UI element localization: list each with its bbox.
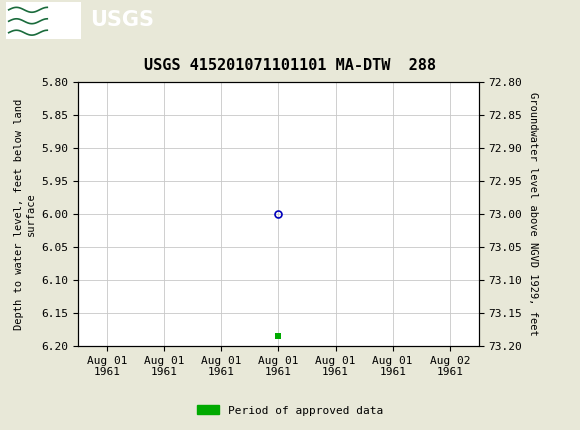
Y-axis label: Groundwater level above NGVD 1929, feet: Groundwater level above NGVD 1929, feet	[528, 92, 538, 336]
Y-axis label: Depth to water level, feet below land
surface: Depth to water level, feet below land su…	[14, 98, 36, 329]
Bar	[6, 2, 81, 39]
Text: USGS 415201071101101 MA-DTW  288: USGS 415201071101101 MA-DTW 288	[144, 58, 436, 73]
Text: USGS: USGS	[90, 10, 154, 31]
Legend: Period of approved data: Period of approved data	[193, 401, 387, 420]
